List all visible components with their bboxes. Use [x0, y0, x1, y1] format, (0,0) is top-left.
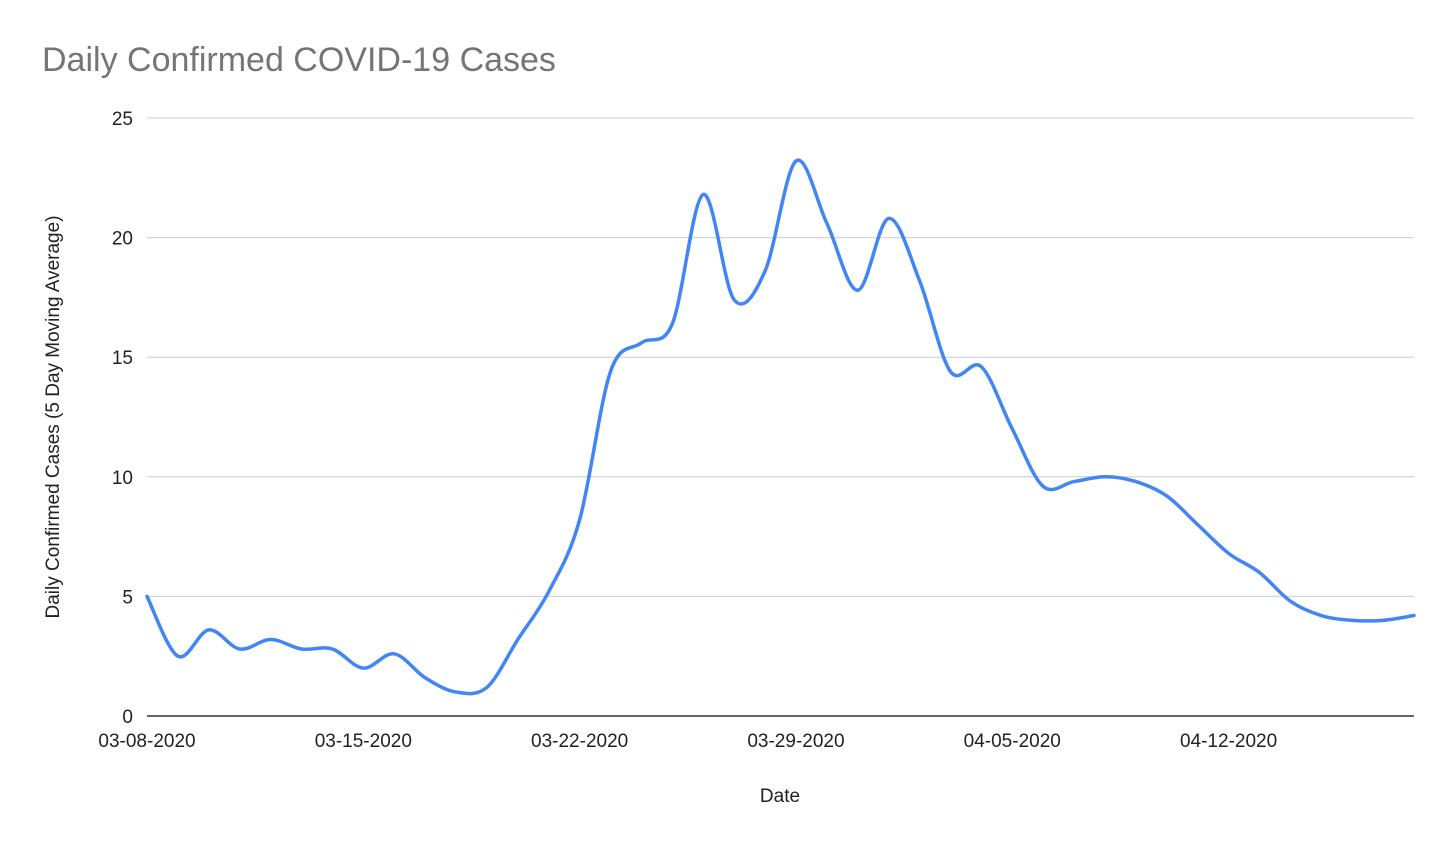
data-point: [947, 369, 953, 375]
data-point: [206, 627, 212, 633]
y-tick-label: 20: [112, 229, 133, 250]
data-point: [546, 589, 552, 595]
data-point: [608, 369, 614, 375]
data-point: [484, 684, 490, 690]
data-point: [1164, 493, 1170, 499]
data-point: [978, 364, 984, 370]
series-line-0: [145, 158, 1416, 696]
data-point: [1318, 613, 1324, 619]
data-point: [731, 297, 737, 303]
chart-title: Daily Confirmed COVID-19 Cases: [42, 41, 556, 79]
data-point: [1411, 613, 1417, 619]
data-point: [1287, 598, 1293, 604]
x-axis-tick-labels: 03-08-2020 03-15-2020 03-22-2020 03-29-2020…: [98, 731, 1277, 752]
data-point: [422, 675, 428, 681]
y-axis-tick-labels: 0 5 10 15 20 25: [112, 109, 133, 728]
data-point: [268, 636, 274, 642]
data-point: [1380, 617, 1386, 623]
x-tick-label: 03-08-2020: [98, 731, 195, 752]
series-layer: [144, 158, 1417, 696]
data-point: [700, 192, 706, 198]
y-tick-label: 5: [122, 587, 133, 608]
data-point: [144, 593, 150, 599]
y-tick-label: 0: [122, 707, 133, 728]
x-tick-label: 04-05-2020: [964, 731, 1061, 752]
x-tick-label: 03-22-2020: [531, 731, 628, 752]
data-point: [453, 689, 459, 695]
data-point: [1256, 569, 1262, 575]
data-point: [1133, 479, 1139, 485]
data-point: [638, 340, 644, 346]
data-point: [855, 287, 861, 293]
data-point: [1040, 483, 1046, 489]
data-point: [793, 158, 799, 164]
data-point: [391, 651, 397, 657]
x-tick-label: 03-29-2020: [747, 731, 844, 752]
data-point: [329, 646, 335, 652]
gridlines: [147, 117, 1414, 597]
data-point: [1349, 617, 1355, 623]
x-tick-label: 04-12-2020: [1180, 731, 1277, 752]
data-point: [1195, 522, 1201, 528]
data-point: [824, 220, 830, 226]
data-point: [1102, 474, 1108, 480]
data-point: [762, 268, 768, 274]
data-point: [515, 636, 521, 642]
data-point: [175, 653, 181, 659]
x-tick-label: 03-15-2020: [315, 731, 412, 752]
data-point: [669, 321, 675, 327]
y-tick-label: 25: [112, 109, 133, 130]
y-tick-label: 10: [112, 468, 133, 489]
y-axis-title: Daily Confirmed Cases (5 Day Moving Aver…: [43, 215, 64, 618]
x-axis-title: Date: [760, 786, 800, 807]
data-point: [886, 215, 892, 221]
data-point: [299, 646, 305, 652]
y-tick-label: 15: [112, 348, 133, 369]
data-point: [1009, 426, 1015, 432]
data-point: [1226, 550, 1232, 556]
data-point: [360, 665, 366, 671]
data-point: [237, 646, 243, 652]
data-point: [1071, 479, 1077, 485]
data-point: [917, 278, 923, 284]
data-point: [577, 517, 583, 523]
